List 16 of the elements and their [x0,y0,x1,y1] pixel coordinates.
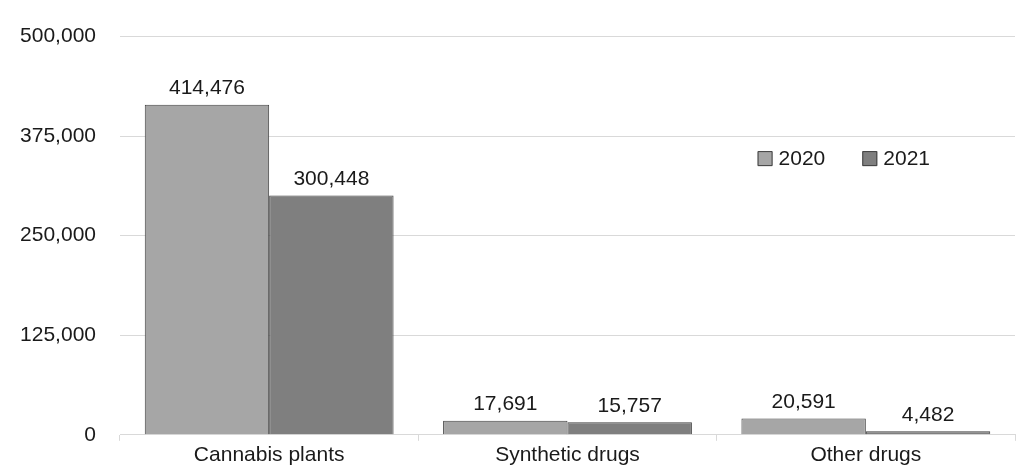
legend-label: 2020 [778,146,826,170]
data-label: 4,482 [901,401,955,425]
x-tick-label: Other drugs [810,442,922,466]
x-tick-label: Cannabis plants [193,442,345,466]
y-tick-label: 0 [84,421,96,445]
legend-label: 2021 [883,146,930,170]
data-label: 17,691 [473,391,538,415]
y-tick-label: 250,000 [20,222,96,246]
x-tick-label: Synthetic drugs [495,442,640,466]
y-tick-label: 500,000 [20,23,96,47]
y-tick-label: 125,000 [20,322,96,346]
data-label: 20,591 [771,388,836,412]
data-label: 15,757 [597,392,662,416]
data-label: 300,448 [293,165,370,189]
data-label: 414,476 [169,75,245,99]
y-tick-label: 375,000 [20,122,96,146]
